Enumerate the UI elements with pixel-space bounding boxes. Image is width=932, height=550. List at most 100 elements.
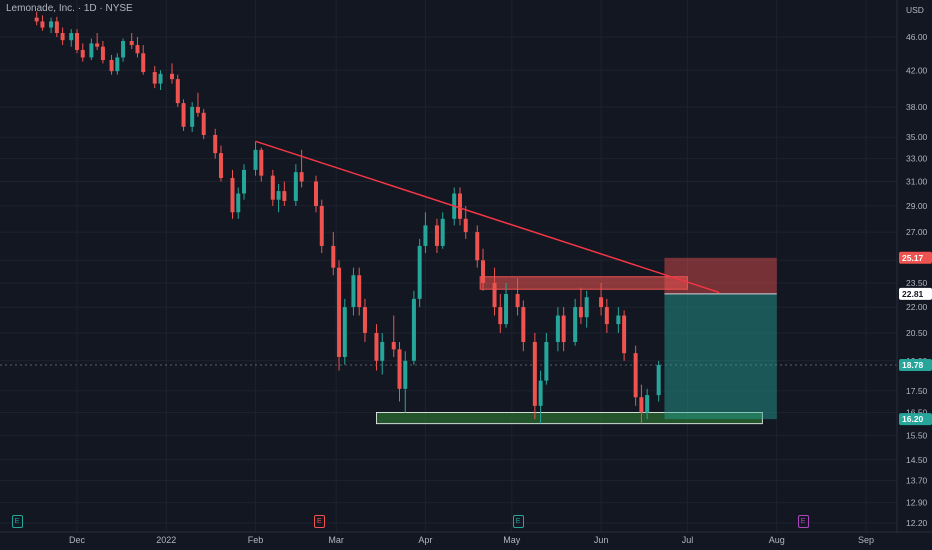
candle-body <box>319 205 324 246</box>
candle-body <box>403 360 408 389</box>
candle-body <box>230 177 235 213</box>
candle-body <box>532 341 537 406</box>
time-tick-label: Aug <box>769 535 785 545</box>
earnings-marker-icon[interactable]: E <box>512 515 524 528</box>
earnings-marker-icon[interactable]: E <box>313 515 325 528</box>
currency-label: USD <box>906 5 924 15</box>
price-tick-label: 13.70 <box>906 476 928 486</box>
candle-body <box>417 245 422 299</box>
candle-body <box>100 46 105 60</box>
grid-lines <box>0 0 897 532</box>
candle-body <box>337 267 342 357</box>
price-axis-tags: 25.17 22.81 18.78 16.20 <box>899 251 932 426</box>
candle-body <box>561 315 566 342</box>
candle-body <box>314 181 319 206</box>
candle-body <box>242 169 247 194</box>
price-tick-label: 12.90 <box>906 498 928 508</box>
candle-body <box>331 245 336 268</box>
drawing-zones[interactable] <box>376 257 777 425</box>
zone-stop[interactable] <box>664 257 777 294</box>
candle-body <box>434 225 439 246</box>
candlestick-series <box>34 11 661 424</box>
candle-body <box>391 341 396 350</box>
candle-body <box>49 21 54 28</box>
candle-body <box>80 49 85 58</box>
candle-body <box>109 59 114 72</box>
candle-body <box>293 172 298 201</box>
time-tick-label: 2022 <box>156 535 176 545</box>
candle-body <box>645 395 650 413</box>
price-tick-label: 29.00 <box>906 201 928 211</box>
time-tick-label: Sep <box>858 535 874 545</box>
candle-body <box>440 218 445 246</box>
candle-body <box>515 294 520 308</box>
candle-body <box>481 260 486 283</box>
trendline[interactable] <box>255 140 720 294</box>
candle-body <box>201 112 206 135</box>
price-tag-label: 16.20 <box>902 414 924 424</box>
price-tag-bg <box>899 413 932 426</box>
price-tag-bg <box>899 251 932 264</box>
candle-body <box>170 73 175 80</box>
candle-body <box>75 33 79 50</box>
price-tick-label: 17.50 <box>906 386 928 396</box>
time-tick-label: Feb <box>248 535 264 545</box>
price-tick-label: 35.00 <box>906 132 928 142</box>
price-tick-label: 42.00 <box>906 65 928 75</box>
price-axis[interactable]: 46.00 42.00 38.00 35.00 33.00 31.00 29.00 27.00… <box>906 32 928 528</box>
price-tag-label: 18.78 <box>902 360 924 370</box>
candle-body <box>397 349 402 389</box>
zone-support[interactable] <box>376 412 763 425</box>
candle-body <box>374 332 379 361</box>
price-tick-label: 22.00 <box>906 302 928 312</box>
candle-body <box>504 294 509 325</box>
candle-body <box>60 33 65 41</box>
earnings-marker-icon[interactable]: E <box>797 515 809 528</box>
candle-body <box>181 103 186 127</box>
candle-body <box>380 341 385 361</box>
candle-body <box>584 297 589 318</box>
price-tick-label: 14.50 <box>906 455 928 465</box>
price-tick-label: 33.00 <box>906 154 928 164</box>
price-tag-label: 25.17 <box>902 253 924 263</box>
candle-body <box>498 307 503 325</box>
candle-body <box>129 41 134 46</box>
candle-body <box>40 21 45 28</box>
candle-body <box>299 172 304 182</box>
candle-body <box>152 72 157 84</box>
candle-body <box>357 275 362 308</box>
candle-body <box>633 353 638 398</box>
zone-resistance[interactable] <box>479 276 688 290</box>
candle-body <box>276 191 281 200</box>
candle-body <box>604 307 609 325</box>
candle-body <box>578 307 583 318</box>
price-tick-label: 38.00 <box>906 102 928 112</box>
candle-body <box>457 193 462 219</box>
candle-body <box>639 397 644 413</box>
earnings-marker-icon[interactable]: E <box>11 515 23 528</box>
candle-body <box>218 153 223 178</box>
candle-body <box>282 191 287 201</box>
time-tick-label: Jun <box>594 535 609 545</box>
time-tick-label: Mar <box>328 535 344 545</box>
candle-body <box>342 307 347 357</box>
candle-body <box>656 365 661 396</box>
candle-body <box>69 33 74 41</box>
candle-body <box>195 106 200 113</box>
price-tag-label: 22.81 <box>902 289 924 299</box>
candle-body <box>115 57 120 72</box>
candle-body <box>411 298 416 361</box>
price-tick-label: 27.00 <box>906 227 928 237</box>
candle-body <box>475 232 480 261</box>
symbol-legend[interactable]: Lemonade, Inc. · 1D · NYSE <box>6 3 133 14</box>
drawing-trendline[interactable] <box>255 140 720 294</box>
candle-body <box>141 53 146 73</box>
price-tick-label: 46.00 <box>906 32 928 42</box>
candle-body <box>622 315 627 354</box>
price-tick-label: 12.20 <box>906 518 928 528</box>
candle-body <box>616 315 621 325</box>
time-axis[interactable]: Dec 2022 Feb Mar Apr May Jun Jul Aug Sep <box>69 535 874 545</box>
zone-target[interactable] <box>664 293 777 420</box>
